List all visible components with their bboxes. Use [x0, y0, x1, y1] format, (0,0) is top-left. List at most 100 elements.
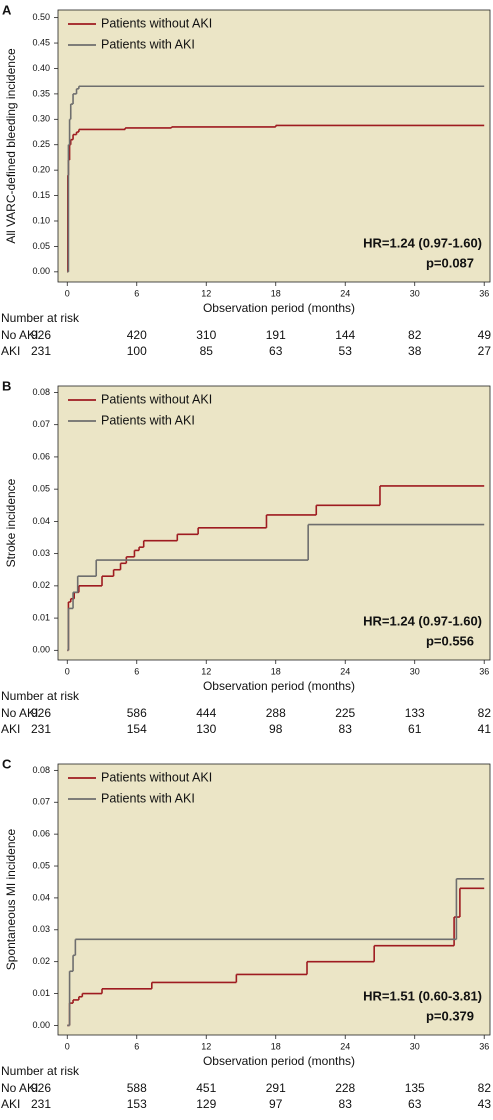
- annotation: HR=1.24 (0.97-1.60): [363, 613, 482, 628]
- x-tick-label: 18: [271, 288, 281, 298]
- y-tick-label: 0.15: [32, 190, 50, 200]
- x-tick-label: 12: [201, 666, 211, 676]
- km-curve: [67, 877, 485, 1027]
- y-tick-label: 0.04: [32, 516, 50, 526]
- x-tick-label: 24: [340, 1041, 350, 1051]
- x-axis-label: Observation period (months): [203, 679, 355, 693]
- risk-count: 82: [478, 706, 492, 720]
- risk-count: 100: [127, 344, 147, 358]
- y-axis-label: Spontaneous MI incidence: [4, 828, 18, 970]
- legend-label: Patients with AKI: [101, 413, 195, 427]
- risk-table-title: Number at risk: [1, 689, 80, 703]
- x-tick-label: 36: [479, 1041, 489, 1051]
- y-tick-label: 0.07: [32, 797, 50, 807]
- risk-count: 420: [127, 328, 147, 342]
- x-tick-label: 24: [340, 666, 350, 676]
- plot-area: [57, 9, 491, 283]
- risk-count: 588: [127, 1081, 147, 1095]
- panel-label: A: [2, 2, 12, 17]
- y-tick-label: 0.40: [32, 63, 50, 73]
- legend-label: Patients without AKI: [101, 770, 212, 784]
- risk-row-label: AKI: [1, 1097, 20, 1111]
- risk-count: 41: [478, 722, 492, 736]
- risk-count: 38: [408, 344, 422, 358]
- y-tick-label: 0.02: [32, 580, 50, 590]
- y-tick-label: 0.00: [32, 1020, 50, 1030]
- risk-count: 130: [196, 722, 216, 736]
- y-tick-label: 0.08: [32, 765, 50, 775]
- y-tick-label: 0.30: [32, 114, 50, 124]
- y-tick-label: 0.01: [32, 612, 50, 622]
- annotation: p=0.556: [426, 633, 474, 648]
- x-tick-label: 30: [410, 666, 420, 676]
- legend-label: Patients without AKI: [101, 16, 212, 30]
- risk-count: 926: [31, 706, 51, 720]
- y-tick-label: 0.05: [32, 484, 50, 494]
- km-curve: [67, 523, 485, 652]
- risk-count: 82: [478, 1081, 492, 1095]
- risk-count: 83: [339, 722, 353, 736]
- x-tick-label: 0: [65, 288, 70, 298]
- risk-count: 228: [335, 1081, 355, 1095]
- y-tick-label: 0.20: [32, 165, 50, 175]
- plot-area: [57, 385, 491, 661]
- y-tick-label: 0.45: [32, 37, 50, 47]
- x-tick-label: 12: [201, 288, 211, 298]
- legend-label: Patients with AKI: [101, 791, 195, 805]
- risk-count: 926: [31, 328, 51, 342]
- risk-count: 49: [478, 328, 492, 342]
- risk-count: 444: [196, 706, 216, 720]
- y-tick-label: 0.08: [32, 387, 50, 397]
- risk-count: 53: [339, 344, 353, 358]
- y-tick-label: 0.03: [32, 548, 50, 558]
- risk-count: 133: [405, 706, 425, 720]
- risk-count: 231: [31, 344, 51, 358]
- risk-count: 129: [196, 1097, 216, 1111]
- risk-count: 153: [127, 1097, 147, 1111]
- y-tick-label: 0.03: [32, 924, 50, 934]
- risk-count: 231: [31, 1097, 51, 1111]
- x-tick-label: 30: [410, 288, 420, 298]
- y-axis-label: All VARC-defined bleeding incidence: [4, 48, 18, 244]
- risk-count: 85: [200, 344, 214, 358]
- x-axis-label: Observation period (months): [203, 1054, 355, 1068]
- annotation: p=0.379: [426, 1008, 474, 1023]
- x-axis-label: Observation period (months): [203, 301, 355, 315]
- plot-area: [57, 763, 491, 1036]
- risk-row-label: No AKI: [1, 328, 38, 342]
- y-tick-label: 0.25: [32, 139, 50, 149]
- legend-label: Patients without AKI: [101, 392, 212, 406]
- y-tick-label: 0.01: [32, 988, 50, 998]
- x-tick-label: 36: [479, 288, 489, 298]
- risk-count: 63: [269, 344, 283, 358]
- risk-count: 43: [478, 1097, 492, 1111]
- x-tick-label: 0: [65, 1041, 70, 1051]
- risk-count: 83: [339, 1097, 353, 1111]
- y-tick-label: 0.06: [32, 829, 50, 839]
- risk-row-label: AKI: [1, 722, 20, 736]
- y-tick-label: 0.50: [32, 12, 50, 22]
- x-tick-label: 36: [479, 666, 489, 676]
- panel-label: B: [2, 378, 11, 393]
- risk-row-label: No AKI: [1, 1081, 38, 1095]
- risk-count: 82: [408, 328, 422, 342]
- y-tick-label: 0.06: [32, 451, 50, 461]
- risk-table-title: Number at risk: [1, 311, 80, 325]
- y-tick-label: 0.05: [32, 860, 50, 870]
- risk-count: 97: [269, 1097, 283, 1111]
- risk-count: 926: [31, 1081, 51, 1095]
- x-tick-label: 6: [134, 1041, 139, 1051]
- risk-count: 63: [408, 1097, 422, 1111]
- risk-count: 225: [335, 706, 355, 720]
- y-tick-label: 0.00: [32, 266, 50, 276]
- legend-label: Patients with AKI: [101, 37, 195, 51]
- x-tick-label: 0: [65, 666, 70, 676]
- y-tick-label: 0.04: [32, 892, 50, 902]
- y-tick-label: 0.00: [32, 645, 50, 655]
- x-tick-label: 24: [340, 288, 350, 298]
- x-tick-label: 18: [271, 666, 281, 676]
- x-tick-label: 6: [134, 288, 139, 298]
- risk-count: 291: [266, 1081, 286, 1095]
- annotation: HR=1.51 (0.60-3.81): [363, 988, 482, 1003]
